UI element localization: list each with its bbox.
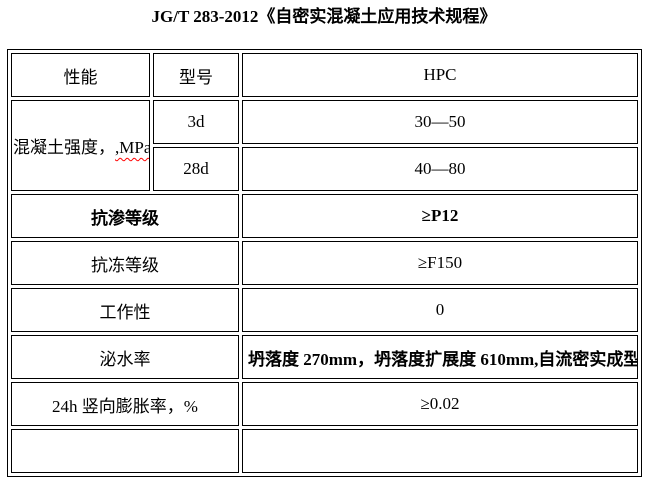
property-label-cell: 24h 竖向膨胀率，%: [11, 382, 239, 426]
document-title: JG/T 283-2012《自密实混凝土应用技术规程》: [151, 7, 497, 26]
strength-age-cell: 3d: [153, 100, 239, 144]
table-row-strength-28d: 28d 40—80: [11, 147, 638, 191]
table-row-bleeding-rate: 泌水率 坍落度 270mm，坍落度扩展度 610mm,自流密实成型: [11, 335, 638, 379]
strength-label-suffix-misspelled: ,MPa: [115, 138, 150, 157]
property-value-cell: ≥P12: [242, 194, 638, 238]
table-header-row: 性能 型号 HPC: [11, 53, 638, 97]
header-cell-model: 型号: [153, 53, 239, 97]
property-label-cell: 泌水率: [11, 335, 239, 379]
property-value-cell: ≥F150: [242, 241, 638, 285]
table-row-impermeability: 抗渗等级 ≥P12: [11, 194, 638, 238]
property-value-cell: [242, 429, 638, 473]
header-cell-hpc: HPC: [242, 53, 638, 97]
strength-value-cell: 30—50: [242, 100, 638, 144]
property-value-cell: 0: [242, 288, 638, 332]
property-value-cell: ≥0.02: [242, 382, 638, 426]
table-row-workability: 工作性 0: [11, 288, 638, 332]
header-cell-property: 性能: [11, 53, 150, 97]
property-label-cell: 工作性: [11, 288, 239, 332]
property-value-cell: 坍落度 270mm，坍落度扩展度 610mm,自流密实成型: [242, 335, 638, 379]
strength-label-cell: 混凝土强度，,MPa: [11, 100, 150, 191]
strength-label: 混凝土强度，: [13, 138, 115, 157]
strength-value-cell: 40—80: [242, 147, 638, 191]
table-row-strength-3d: 混凝土强度，,MPa 3d 30—50: [11, 100, 638, 191]
table-row-vertical-expansion: 24h 竖向膨胀率，% ≥0.02: [11, 382, 638, 426]
property-label-cell: [11, 429, 239, 473]
property-label-cell: 抗渗等级: [11, 194, 239, 238]
table-row-cutoff: [11, 429, 638, 473]
document-page: JG/T 283-2012《自密实混凝土应用技术规程》 性能 型号 HPC 混凝…: [0, 7, 648, 477]
spec-table: 性能 型号 HPC 混凝土强度，,MPa 3d 30—50 28d 40—80 …: [7, 49, 642, 477]
table-row-frost-resistance: 抗冻等级 ≥F150: [11, 241, 638, 285]
property-label-cell: 抗冻等级: [11, 241, 239, 285]
strength-age-cell: 28d: [153, 147, 239, 191]
